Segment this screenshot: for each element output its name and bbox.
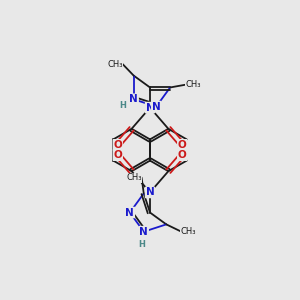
Text: N: N: [125, 208, 134, 218]
Text: CH₃: CH₃: [186, 80, 201, 89]
Text: N: N: [146, 103, 154, 112]
Text: N: N: [152, 102, 161, 112]
Text: O: O: [178, 140, 187, 150]
Text: CH₃: CH₃: [107, 60, 123, 69]
Text: O: O: [113, 150, 122, 160]
Text: O: O: [178, 150, 187, 160]
Text: N: N: [129, 94, 138, 104]
Text: N: N: [140, 227, 148, 237]
Text: CH₃: CH₃: [126, 173, 142, 182]
Text: O: O: [113, 140, 122, 150]
Text: N: N: [146, 188, 154, 197]
Text: CH₃: CH₃: [181, 227, 196, 236]
Text: H: H: [138, 240, 145, 249]
Text: H: H: [119, 101, 126, 110]
